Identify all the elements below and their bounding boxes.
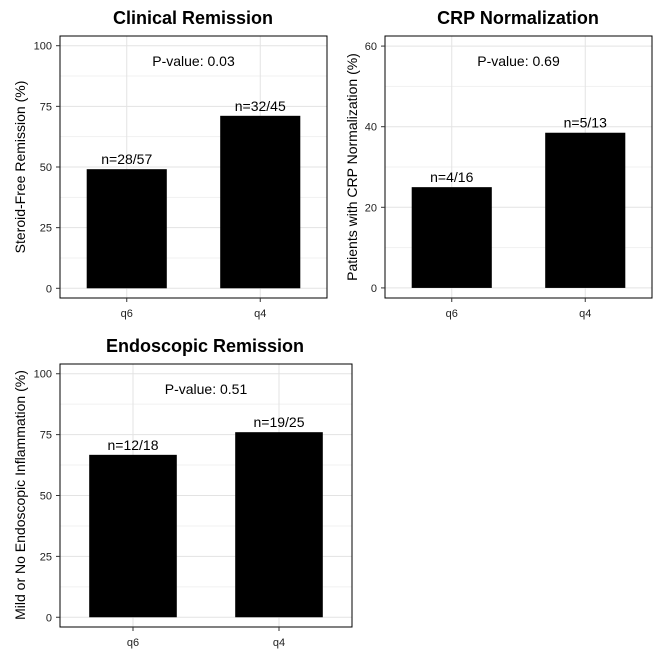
chart-endoscopic-remission: Endoscopic Remission Mild or No Endoscop… [12,336,353,649]
bar-data-label: n=19/25 [254,414,305,430]
chart-clinical-remission: Clinical Remission Steroid-Free Remissio… [12,8,328,320]
y-tick-label: 60 [365,41,377,53]
bar-data-label: n=28/57 [101,151,152,167]
y-tick-label: 25 [40,223,52,235]
bar-data-label: n=5/13 [564,115,607,131]
x-tick-label: q4 [579,308,591,320]
bar-q4 [220,115,301,289]
bar-q4 [545,132,626,288]
chart-title: CRP Normalization [437,8,599,28]
y-axis-label: Steroid-Free Remission (%) [12,81,28,254]
chart-crp-normalization: CRP Normalization Patients with CRP Norm… [344,8,653,320]
y-tick-label: 20 [365,202,377,214]
p-value-annotation: P-value: 0.69 [477,53,560,69]
bar-q4 [235,432,323,618]
y-tick-label: 0 [46,283,52,295]
x-tick-label: q6 [121,308,133,320]
bar-data-label: n=32/45 [235,98,286,114]
p-value-annotation: P-value: 0.03 [152,53,235,69]
y-tick-label: 0 [46,612,52,624]
y-tick-label: 40 [365,122,377,134]
p-value-annotation: P-value: 0.51 [165,381,248,397]
bar-data-label: n=12/18 [108,437,159,453]
y-tick-label: 75 [40,430,52,442]
y-tick-label: 50 [40,491,52,503]
y-axis-label: Mild or No Endoscopic Inflammation (%) [12,370,28,620]
bar-q6 [89,454,177,618]
y-tick-label: 100 [34,41,52,53]
x-tick-label: q4 [273,637,285,649]
y-tick-label: 75 [40,101,52,113]
y-tick-label: 25 [40,551,52,563]
y-tick-label: 0 [371,283,377,295]
y-tick-label: 50 [40,162,52,174]
y-tick-label: 100 [34,369,52,381]
chart-title: Endoscopic Remission [106,336,304,356]
chart-title: Clinical Remission [113,8,273,28]
plot-frame [384,35,653,299]
bar-q6 [411,187,492,288]
bar-q6 [86,169,167,289]
bar-data-label: n=4/16 [430,169,473,185]
x-tick-label: q4 [254,308,266,320]
y-axis-label: Patients with CRP Normalization (%) [344,53,360,281]
x-tick-label: q6 [127,637,139,649]
x-tick-label: q6 [446,308,458,320]
